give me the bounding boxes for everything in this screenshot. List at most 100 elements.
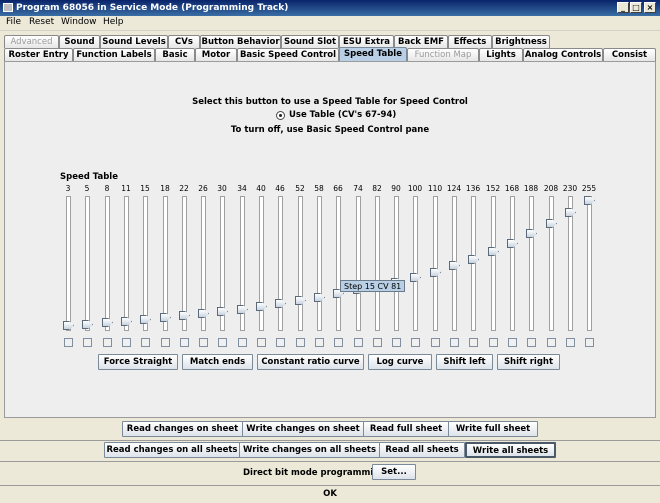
speed-step-slider-track[interactable] — [298, 196, 303, 331]
speed-step-slider-thumb[interactable] — [140, 315, 151, 324]
log-curve-button[interactable]: Log curve — [368, 354, 432, 370]
write-changes-on-all-sheets-button[interactable]: Write changes on all sheets — [239, 442, 380, 458]
tab-function-labels[interactable]: Function Labels — [73, 48, 155, 61]
speed-step-slider-track[interactable] — [124, 196, 129, 331]
speed-step-slider-thumb[interactable] — [179, 311, 190, 320]
speed-step-slider-track[interactable] — [201, 196, 206, 331]
speed-step-lock-checkbox[interactable] — [508, 338, 517, 347]
menu-help[interactable]: Help — [103, 17, 124, 27]
speed-step-slider-thumb[interactable] — [102, 318, 113, 327]
tab-button-behavior[interactable]: Button Behavior — [200, 35, 281, 48]
speed-step-lock-checkbox[interactable] — [469, 338, 478, 347]
speed-step-slider-thumb[interactable] — [546, 219, 557, 228]
speed-step-lock-checkbox[interactable] — [585, 338, 594, 347]
speed-step-slider-thumb[interactable] — [256, 302, 267, 311]
match-ends-button[interactable]: Match ends — [182, 354, 253, 370]
speed-step-slider-track[interactable] — [163, 196, 168, 331]
read-full-sheet-button[interactable]: Read full sheet — [363, 421, 449, 437]
speed-step-lock-checkbox[interactable] — [527, 338, 536, 347]
tab-esu-extra[interactable]: ESU Extra — [339, 35, 394, 48]
speed-step-slider-track[interactable] — [510, 196, 515, 331]
set-button[interactable]: Set... — [372, 464, 416, 480]
speed-step-lock-checkbox[interactable] — [122, 338, 131, 347]
tab-cvs[interactable]: CVs — [168, 35, 200, 48]
speed-step-slider-thumb[interactable] — [333, 289, 344, 298]
menu-file[interactable]: File — [6, 17, 22, 27]
speed-step-slider-thumb[interactable] — [217, 307, 228, 316]
speed-step-lock-checkbox[interactable] — [238, 338, 247, 347]
speed-step-slider-track[interactable] — [491, 196, 496, 331]
read-changes-on-sheet-button[interactable]: Read changes on sheet — [122, 421, 243, 437]
speed-step-slider-thumb[interactable] — [63, 321, 74, 330]
speed-step-slider-thumb[interactable] — [488, 247, 499, 256]
speed-step-slider-thumb[interactable] — [430, 268, 441, 277]
tab-brightness[interactable]: Brightness — [492, 35, 550, 48]
speed-step-slider-thumb[interactable] — [237, 305, 248, 314]
speed-step-lock-checkbox[interactable] — [218, 338, 227, 347]
speed-step-lock-checkbox[interactable] — [373, 338, 382, 347]
tab-motor[interactable]: Motor — [195, 48, 237, 61]
speed-step-lock-checkbox[interactable] — [161, 338, 170, 347]
speed-step-lock-checkbox[interactable] — [257, 338, 266, 347]
speed-step-lock-checkbox[interactable] — [411, 338, 420, 347]
shift-right-button[interactable]: Shift right — [497, 354, 560, 370]
speed-step-slider-track[interactable] — [182, 196, 187, 331]
tab-speed-table[interactable]: Speed Table — [339, 47, 407, 61]
menu-window[interactable]: Window — [61, 17, 97, 27]
speed-step-slider-track[interactable] — [568, 196, 573, 331]
constant-ratio-curve-button[interactable]: Constant ratio curve — [257, 354, 364, 370]
tab-lights[interactable]: Lights — [479, 48, 523, 61]
speed-step-lock-checkbox[interactable] — [431, 338, 440, 347]
write-all-sheets-button[interactable]: Write all sheets — [465, 442, 556, 458]
read-all-sheets-button[interactable]: Read all sheets — [379, 442, 465, 458]
tab-sound-levels[interactable]: Sound Levels — [100, 35, 168, 48]
use-table-radio[interactable] — [276, 111, 285, 120]
speed-step-lock-checkbox[interactable] — [354, 338, 363, 347]
speed-step-slider-track[interactable] — [220, 196, 225, 331]
write-full-sheet-button[interactable]: Write full sheet — [448, 421, 538, 437]
shift-left-button[interactable]: Shift left — [436, 354, 493, 370]
speed-step-slider-track[interactable] — [143, 196, 148, 331]
speed-step-slider-track[interactable] — [278, 196, 283, 331]
write-changes-on-sheet-button[interactable]: Write changes on sheet — [242, 421, 364, 437]
read-changes-on-all-sheets-button[interactable]: Read changes on all sheets — [104, 442, 240, 458]
speed-step-slider-thumb[interactable] — [449, 261, 460, 270]
speed-step-slider-thumb[interactable] — [468, 255, 479, 264]
speed-step-lock-checkbox[interactable] — [450, 338, 459, 347]
tab-basic-speed-control[interactable]: Basic Speed Control — [237, 48, 339, 61]
menu-reset[interactable]: Reset — [29, 17, 55, 27]
speed-step-slider-thumb[interactable] — [410, 273, 421, 282]
speed-step-lock-checkbox[interactable] — [547, 338, 556, 347]
speed-step-lock-checkbox[interactable] — [566, 338, 575, 347]
speed-step-slider-thumb[interactable] — [565, 208, 576, 217]
speed-step-lock-checkbox[interactable] — [64, 338, 73, 347]
speed-step-slider-track[interactable] — [105, 196, 110, 331]
maximize-button[interactable]: □ — [630, 2, 642, 13]
speed-step-slider-track[interactable] — [259, 196, 264, 331]
speed-step-slider-track[interactable] — [394, 196, 399, 331]
speed-step-slider-track[interactable] — [413, 196, 418, 331]
speed-step-slider-track[interactable] — [66, 196, 71, 331]
tab-consist[interactable]: Consist — [603, 48, 656, 61]
speed-step-slider-track[interactable] — [529, 196, 534, 331]
speed-step-lock-checkbox[interactable] — [83, 338, 92, 347]
speed-step-slider-track[interactable] — [587, 196, 592, 331]
tab-analog-controls[interactable]: Analog Controls — [523, 48, 603, 61]
speed-step-slider-thumb[interactable] — [584, 196, 595, 205]
tab-advanced[interactable]: Advanced — [4, 35, 59, 48]
speed-step-slider-track[interactable] — [85, 196, 90, 331]
speed-step-lock-checkbox[interactable] — [296, 338, 305, 347]
tab-function-map[interactable]: Function Map — [407, 48, 479, 61]
speed-step-slider-thumb[interactable] — [295, 296, 306, 305]
force-straight-button[interactable]: Force Straight — [98, 354, 178, 370]
speed-step-lock-checkbox[interactable] — [141, 338, 150, 347]
speed-step-lock-checkbox[interactable] — [315, 338, 324, 347]
speed-step-slider-thumb[interactable] — [82, 320, 93, 329]
tab-sound-slot[interactable]: Sound Slot — [281, 35, 339, 48]
speed-step-slider-thumb[interactable] — [314, 293, 325, 302]
speed-step-lock-checkbox[interactable] — [180, 338, 189, 347]
tab-sound[interactable]: Sound — [59, 35, 100, 48]
speed-step-slider-thumb[interactable] — [160, 313, 171, 322]
speed-step-lock-checkbox[interactable] — [392, 338, 401, 347]
speed-step-slider-thumb[interactable] — [121, 317, 132, 326]
